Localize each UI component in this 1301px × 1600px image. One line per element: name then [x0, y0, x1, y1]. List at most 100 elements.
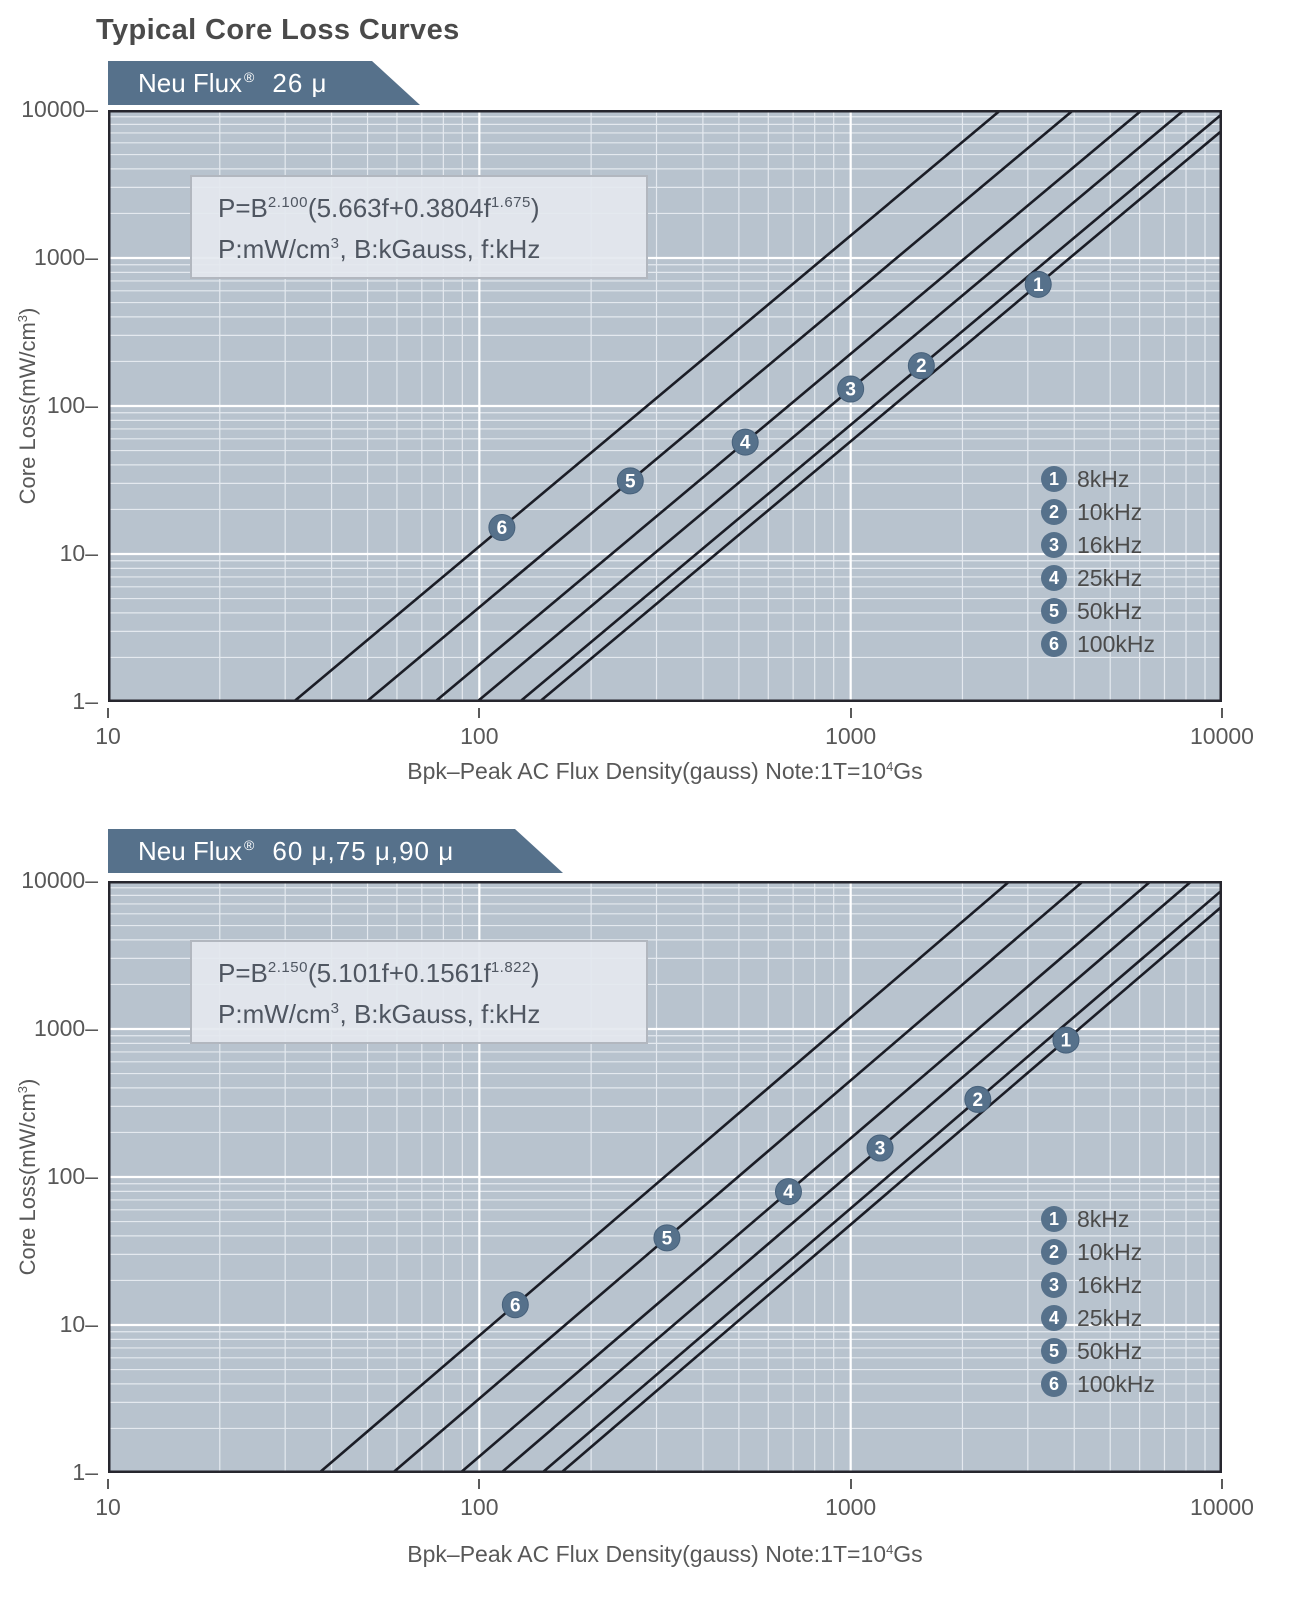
legend-item-16kHz: 3 16kHz: [1041, 532, 1155, 558]
curve-50kHz: [391, 881, 1085, 1473]
y-tick-label: 100–: [46, 1163, 98, 1189]
legend-item-10kHz: 2 10kHz: [1041, 499, 1155, 525]
formula-units: P:mW/cm3, B:kGauss, f:kHz: [218, 234, 541, 264]
curve-marker-number: 1: [1061, 1031, 1072, 1052]
x-tick-label: 10000: [1190, 723, 1254, 749]
formula-units: P:mW/cm3, B:kGauss, f:kHz: [218, 999, 541, 1029]
chart-26u-formula-box: P=B2.100(5.663f+0.3804f1.675) P:mW/cm3, …: [190, 175, 648, 279]
curve-marker-number: 3: [875, 1139, 886, 1160]
x-tick-label: 100: [460, 723, 499, 749]
legend-label: 100kHz: [1077, 1370, 1155, 1397]
legend-label: 8kHz: [1077, 1205, 1130, 1232]
chart-26u-y-tick-labels: 10000– 1000– 100– 10– 1–: [0, 96, 102, 714]
legend-label: 50kHz: [1077, 1337, 1143, 1364]
curve-25kHz: [459, 881, 1152, 1473]
legend-number-badge: 2: [1041, 499, 1067, 525]
chart-60-75-90u-y-tick-labels: 10000– 1000– 100– 10– 1–: [0, 867, 102, 1485]
chart-26u-y-axis-title: Core Loss(mW/cm3): [15, 307, 40, 505]
x-tick-mark: [849, 1479, 852, 1489]
curve-marker-number: 4: [783, 1182, 794, 1203]
legend-item-10kHz: 2 10kHz: [1041, 1239, 1155, 1265]
chart-60-75-90u-banner: Neu Flux ® 60 μ,75 μ,90 μ: [108, 829, 563, 873]
legend-item-100kHz: 6 100kHz: [1041, 631, 1155, 657]
curve-marker-number: 1: [1033, 275, 1044, 296]
curve-100kHz: [292, 110, 1002, 702]
y-tick-label: 100–: [46, 392, 98, 418]
y-tick-label: 10000–: [21, 96, 98, 122]
banner-brand: Neu Flux: [138, 835, 243, 866]
legend-number-badge: 3: [1041, 1272, 1067, 1298]
curve-marker-4: [731, 428, 759, 456]
legend-number-badge: 1: [1041, 466, 1067, 492]
legend-number-badge: 5: [1041, 1338, 1067, 1364]
curve-marker-5: [616, 467, 644, 495]
curve-marker-number: 2: [973, 1090, 984, 1111]
chart-60-75-90u-legend: 1 8kHz 2 10kHz 3 16kHz 4 25kHz 5 50kHz 6 100kHz: [1041, 1206, 1155, 1397]
curve-marker-number: 5: [625, 471, 636, 492]
banner-variant: 26 μ: [272, 67, 328, 98]
chart-26u-legend: 1 8kHz 2 10kHz 3 16kHz 4 25kHz 5 50kHz 6 100kHz: [1041, 466, 1155, 657]
legend-item-100kHz: 6 100kHz: [1041, 1371, 1155, 1397]
y-tick-label: 10000–: [21, 867, 98, 893]
curve-100kHz: [318, 881, 1011, 1473]
legend-number-badge: 1: [1041, 1206, 1067, 1232]
legend-label: 25kHz: [1077, 564, 1143, 591]
curve-marker-3: [866, 1134, 894, 1162]
legend-number-badge: 4: [1041, 1305, 1067, 1331]
curve-25kHz: [433, 110, 1143, 702]
curve-marker-3: [837, 375, 865, 403]
chart-26u-plot-area: 1 2 3 4 5 6: [108, 110, 1222, 702]
curve-marker-number: 6: [510, 1295, 521, 1316]
page-title: Typical Core Loss Curves: [96, 14, 460, 46]
chart-26u-x-tick-labels: 10 100 1000 10000: [95, 702, 1254, 762]
x-tick-mark: [107, 708, 109, 718]
curve-16kHz: [500, 881, 1193, 1473]
formula-equation: P=B2.100(5.663f+0.3804f1.675): [218, 193, 540, 223]
chart-26u-banner: Neu Flux ® 26 μ: [108, 61, 420, 105]
legend-item-8kHz: 1 8kHz: [1041, 466, 1155, 492]
chart-26u-x-axis-title: Bpk–Peak AC Flux Density(gauss) Note:1T=…: [407, 758, 923, 784]
y-tick-label: 1–: [72, 1459, 98, 1485]
y-tick-label: 10–: [59, 1311, 98, 1337]
x-tick-label: 100: [460, 1494, 499, 1520]
curve-marker-number: 6: [497, 518, 508, 539]
x-tick-label: 10: [95, 1494, 121, 1520]
legend-number-badge: 5: [1041, 598, 1067, 624]
chart-60-75-90u-x-tick-labels: 10 100 1000 10000: [95, 1473, 1254, 1533]
legend-label: 25kHz: [1077, 1304, 1143, 1331]
legend-number-badge: 2: [1041, 1239, 1067, 1265]
banner-variant: 60 μ,75 μ,90 μ: [272, 835, 455, 866]
x-tick-label: 10: [95, 723, 121, 749]
legend-label: 10kHz: [1077, 498, 1143, 525]
legend-label: 10kHz: [1077, 1238, 1143, 1265]
curve-50kHz: [365, 110, 1075, 702]
curve-10kHz: [541, 889, 1222, 1473]
legend-item-8kHz: 1 8kHz: [1041, 1206, 1155, 1232]
x-tick-label: 1000: [825, 723, 877, 749]
registered-mark-icon: ®: [244, 837, 255, 853]
curve-marker-1: [1052, 1026, 1080, 1054]
banner-brand: Neu Flux: [138, 67, 243, 98]
legend-item-50kHz: 5 50kHz: [1041, 598, 1155, 624]
y-tick-label: 1000–: [34, 244, 98, 270]
registered-mark-icon: ®: [244, 69, 255, 85]
legend-label: 16kHz: [1077, 1271, 1143, 1298]
y-tick-label: 10–: [59, 540, 98, 566]
legend-label: 16kHz: [1077, 531, 1143, 558]
curve-marker-2: [964, 1085, 992, 1113]
legend-item-25kHz: 4 25kHz: [1041, 1305, 1155, 1331]
curve-marker-6: [488, 513, 516, 541]
x-tick-label: 10000: [1190, 1494, 1254, 1520]
x-tick-mark: [478, 708, 481, 718]
curve-marker-number: 5: [662, 1228, 673, 1249]
curve-marker-1: [1024, 270, 1052, 298]
curve-marker-6: [501, 1291, 529, 1319]
chart-60-75-90u-formula-box: P=B2.150(5.101f+0.1561f1.822) P:mW/cm3, …: [190, 940, 648, 1044]
curve-8kHz: [559, 905, 1222, 1473]
x-tick-mark: [478, 1479, 481, 1489]
legend-number-badge: 6: [1041, 631, 1067, 657]
legend-number-badge: 6: [1041, 1371, 1067, 1397]
legend-label: 50kHz: [1077, 597, 1143, 624]
y-tick-label: 1–: [72, 688, 98, 714]
x-tick-label: 1000: [825, 1494, 877, 1520]
